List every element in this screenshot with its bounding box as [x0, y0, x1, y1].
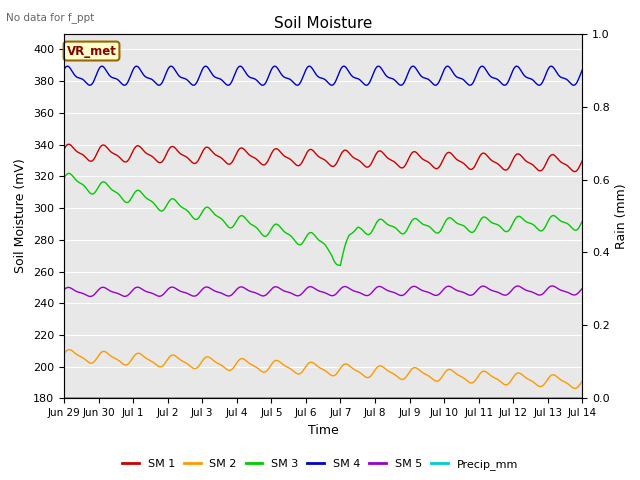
Y-axis label: Soil Moisture (mV): Soil Moisture (mV): [15, 158, 28, 274]
X-axis label: Time: Time: [308, 424, 339, 437]
Legend: SM 1, SM 2, SM 3, SM 4, SM 5, Precip_mm: SM 1, SM 2, SM 3, SM 4, SM 5, Precip_mm: [118, 455, 522, 474]
Text: No data for f_ppt: No data for f_ppt: [6, 12, 95, 23]
Title: Soil Moisture: Soil Moisture: [274, 16, 372, 31]
Text: VR_met: VR_met: [67, 45, 116, 58]
Y-axis label: Rain (mm): Rain (mm): [616, 183, 628, 249]
